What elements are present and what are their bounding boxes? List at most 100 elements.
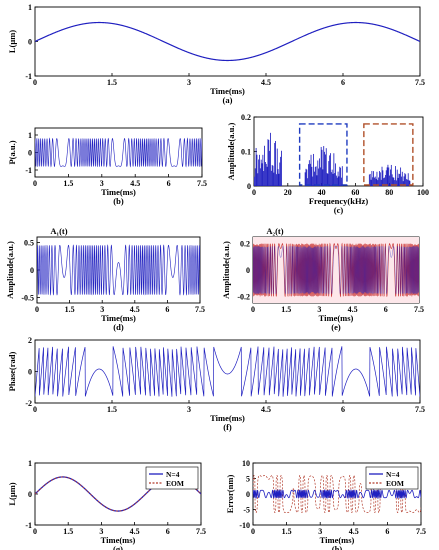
spectrum-bar bbox=[320, 146, 322, 186]
caption-c: (c) bbox=[334, 205, 344, 215]
spectrum-bar bbox=[257, 173, 259, 186]
spectrum-bar bbox=[319, 167, 321, 186]
x-tick-label-a: 7.5 bbox=[415, 78, 425, 87]
spectrum-bar bbox=[274, 142, 276, 186]
x-tick-label-b: 7.5 bbox=[197, 179, 207, 188]
spectrum-bar bbox=[314, 166, 316, 186]
spectrum-bar bbox=[306, 169, 308, 186]
y-axis-label-a: L(μm) bbox=[7, 30, 17, 53]
spectrum-bar bbox=[278, 173, 280, 186]
y-axis-label-f: Phase(rad) bbox=[7, 352, 17, 392]
legend-box-g bbox=[145, 466, 199, 490]
series-line-a2-envelope bbox=[253, 246, 419, 295]
spectrum-bar bbox=[304, 172, 306, 186]
panel-e: 0 1.5 3 4.5 6 7.50.20-0.2Time(ms)Amplitude(a.… bbox=[221, 226, 424, 332]
x-tick-label-e: 0 bbox=[251, 305, 255, 314]
x-tick-label-b: 0 bbox=[33, 179, 37, 188]
y-tick-label-c: 0 bbox=[247, 182, 251, 191]
x-tick-label-h: 3 bbox=[318, 527, 322, 536]
spectrum-bar bbox=[269, 150, 271, 186]
spectrum-bar bbox=[373, 171, 374, 186]
spectrum-bar bbox=[396, 169, 398, 186]
spectrum-bar bbox=[313, 153, 314, 186]
x-tick-label-c: 60 bbox=[351, 188, 359, 197]
x-axis-label-f: Time(ms) bbox=[210, 413, 245, 423]
legend-label-h: N=4 bbox=[386, 470, 400, 479]
y-tick-label-e: 0.2 bbox=[240, 240, 250, 249]
spectrum-bar bbox=[382, 170, 384, 186]
spectrum-bar bbox=[328, 161, 330, 186]
spectrum-bar bbox=[406, 179, 408, 186]
spectrum-bar bbox=[374, 176, 376, 186]
x-tick-label-d: 4.5 bbox=[130, 305, 140, 314]
x-tick-label-b: 4.5 bbox=[130, 179, 140, 188]
x-axis-label-c: Frequency(kHz) bbox=[309, 196, 369, 206]
spectrum-bar bbox=[329, 155, 331, 186]
x-tick-label-d: 1.5 bbox=[65, 305, 75, 314]
x-tick-label-g: 1.5 bbox=[63, 527, 73, 536]
spectrum-bar bbox=[394, 180, 396, 186]
series-line-n4 bbox=[253, 488, 421, 500]
x-tick-label-g: 4.5 bbox=[130, 527, 140, 536]
spectrum-bar bbox=[273, 172, 275, 186]
y-tick-label-b: 0 bbox=[28, 149, 32, 158]
spectrum-bar bbox=[264, 161, 266, 186]
spectrum-bar bbox=[335, 175, 337, 186]
x-tick-label-h: 4.5 bbox=[349, 527, 359, 536]
x-tick-label-f: 4.5 bbox=[261, 405, 271, 414]
panel-h: 0 1.5 3 4.5 6 7.5 10 5 0 -5 -10 Time(ms) Error(nm) (h… bbox=[225, 459, 426, 550]
spectrum-bar bbox=[368, 174, 370, 186]
panel-background-e bbox=[253, 237, 419, 303]
x-tick-label-a: 6 bbox=[341, 78, 345, 87]
spectrum-bar bbox=[263, 171, 265, 186]
spectrum-bar bbox=[395, 166, 396, 186]
y-axis-label-h: Error(nm) bbox=[225, 475, 235, 514]
spectrum-bar bbox=[326, 173, 328, 186]
caption-e: (e) bbox=[331, 322, 341, 332]
spectrum-bar bbox=[322, 169, 324, 186]
y-tick-label-c: 0.2 bbox=[241, 113, 251, 122]
spectrum-bar bbox=[305, 168, 307, 186]
x-tick-label-h: 6 bbox=[385, 527, 389, 536]
spectrum-bar bbox=[311, 166, 313, 186]
x-tick-label-a: 0 bbox=[33, 78, 37, 87]
x-tick-label-h: 0 bbox=[251, 527, 255, 536]
y-tick-label-e: 0 bbox=[246, 266, 250, 275]
y-tick-label-g: 1 bbox=[28, 459, 32, 468]
caption-g: (g) bbox=[113, 544, 123, 550]
x-tick-label-e: 1.5 bbox=[281, 305, 291, 314]
x-tick-label-e: 4.5 bbox=[348, 305, 358, 314]
y-axis-label-d: Amplitude(a.u.) bbox=[5, 241, 15, 299]
spectrum-bar bbox=[390, 164, 392, 186]
x-tick-label-c: 40 bbox=[318, 188, 326, 197]
x-tick-label-b: 3 bbox=[100, 179, 104, 188]
spectrum-bar bbox=[395, 180, 397, 186]
y-tick-label-h: 5 bbox=[246, 475, 250, 484]
spectrum-bar bbox=[281, 150, 282, 186]
spectrum-bar bbox=[388, 167, 390, 186]
spectrum-bar bbox=[267, 139, 269, 186]
x-tick-label-g: 0 bbox=[33, 527, 37, 536]
x-axis-label-a: Time(ms) bbox=[210, 86, 245, 96]
x-tick-label-h: 7.5 bbox=[416, 527, 426, 536]
spectrum-bar bbox=[321, 149, 323, 186]
x-tick-label-a: 3 bbox=[187, 78, 191, 87]
y-tick-label-d: -0.5 bbox=[21, 294, 34, 303]
x-axis-label-e: Time(ms) bbox=[319, 313, 354, 323]
spectrum-bar bbox=[376, 171, 378, 186]
spectrum-bar bbox=[341, 166, 343, 186]
spectrum-bar bbox=[409, 180, 411, 186]
spectrum-bar bbox=[373, 177, 375, 186]
spectrum-bar bbox=[268, 139, 270, 186]
series-line-sine bbox=[35, 21, 420, 62]
spectrum-bar bbox=[397, 177, 399, 186]
spectrum-bar bbox=[401, 171, 403, 186]
spectrum-bar bbox=[408, 180, 410, 186]
x-tick-label-h: 1.5 bbox=[282, 527, 292, 536]
spectrum-bar bbox=[260, 159, 262, 186]
x-tick-label-f: 1.5 bbox=[107, 405, 117, 414]
spectrum-bar bbox=[309, 163, 311, 186]
spectrum-bar bbox=[331, 169, 333, 186]
